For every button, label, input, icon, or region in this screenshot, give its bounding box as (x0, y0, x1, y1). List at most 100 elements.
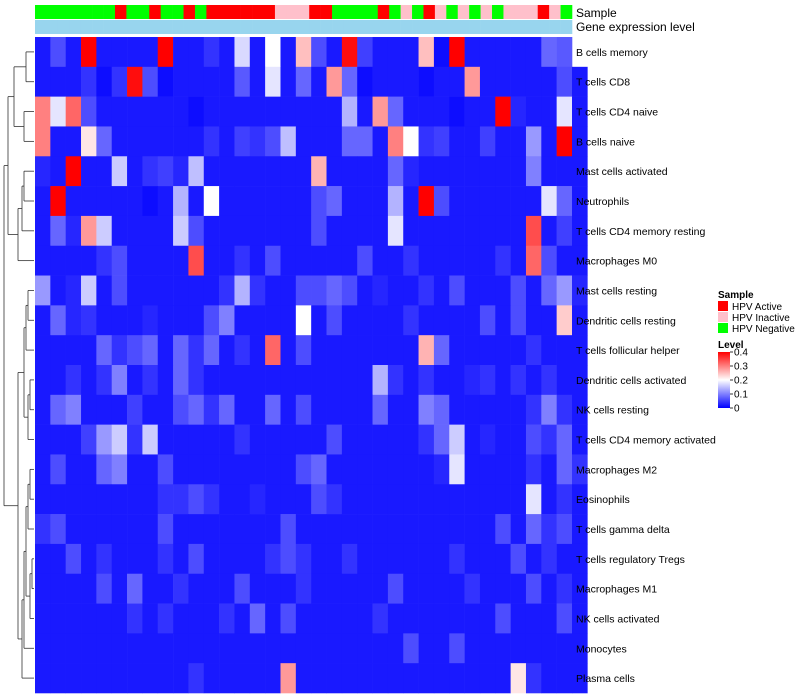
heatmap-cell (433, 663, 450, 694)
heatmap-cell (311, 305, 327, 336)
expression-annotation-cell (503, 20, 516, 34)
heatmap-cell (387, 245, 404, 276)
heatmap-cell (295, 424, 312, 455)
heatmap-cell (311, 454, 327, 485)
heatmap-cell (265, 573, 281, 604)
heatmap-cell (81, 245, 97, 276)
heatmap-cell (96, 37, 113, 68)
heatmap-cell (387, 543, 404, 575)
row-dendrogram (3, 51, 34, 679)
heatmap-cell (173, 633, 189, 664)
heatmap-cell (173, 484, 189, 515)
heatmap-cell (265, 394, 281, 425)
heatmap-cell (81, 96, 97, 127)
heatmap-cell (311, 37, 327, 68)
heatmap-cell (188, 186, 205, 217)
heatmap-cell (157, 573, 174, 604)
expression-annotation-cell (332, 20, 344, 34)
heatmap-cell (525, 305, 542, 336)
heatmap-cell (81, 543, 97, 575)
heatmap-cell (556, 365, 573, 396)
heatmap-cell (418, 633, 435, 664)
heatmap-cell (127, 126, 143, 157)
heatmap-cell (387, 335, 404, 366)
heatmap-cell (203, 275, 220, 306)
heatmap-cell (418, 126, 435, 157)
expression-annotation-cell (434, 20, 447, 34)
heatmap-cell (387, 603, 404, 634)
heatmap-cell (357, 126, 373, 157)
heatmap-cell (525, 365, 542, 396)
heatmap-cell (219, 454, 235, 485)
heatmap-cell (249, 424, 266, 455)
heatmap-cell (556, 335, 573, 366)
heatmap-cell (541, 96, 557, 127)
heatmap-cell (403, 454, 419, 485)
heatmap-cell (265, 186, 281, 217)
heatmap-cell (541, 335, 557, 366)
heatmap-cell (219, 484, 235, 515)
heatmap-cell (495, 245, 511, 276)
sample-annotation-cell (69, 5, 82, 19)
heatmap-cell (464, 126, 481, 157)
heatmap-cell (541, 245, 557, 276)
heatmap-cell (127, 335, 143, 366)
heatmap-cell (403, 215, 419, 247)
heatmap-cell (265, 633, 281, 664)
row-label: B cells memory (576, 47, 649, 59)
heatmap-cell (495, 275, 511, 306)
heatmap-cell (510, 335, 527, 366)
heatmap-cell (326, 37, 343, 68)
heatmap-cell (341, 215, 358, 247)
heatmap-cell (464, 573, 481, 604)
heatmap-cell (157, 394, 174, 425)
heatmap-cell (81, 186, 97, 217)
heatmap-cell (35, 633, 51, 664)
heatmap-cell (173, 335, 189, 366)
heatmap-cell (127, 156, 143, 187)
heatmap-cell (372, 215, 389, 247)
heatmap-cell (50, 66, 66, 97)
heatmap-cell (372, 245, 389, 276)
heatmap-cell (65, 603, 82, 634)
heatmap-cell (81, 365, 97, 396)
heatmap-cell (111, 633, 128, 664)
sample-annotation-cell (309, 5, 321, 19)
heatmap-cell (249, 633, 266, 664)
heatmap-cell (433, 37, 450, 68)
heatmap-cell (249, 365, 266, 396)
sample-annotation-cell (297, 5, 310, 19)
heatmap-cell (495, 215, 511, 247)
row-label: T cells CD8 (576, 77, 630, 89)
heatmap-cell (111, 215, 128, 247)
heatmap-cell (341, 573, 358, 604)
heatmap-cell (387, 305, 404, 336)
heatmap-cell (479, 245, 496, 276)
heatmap-cell (249, 484, 266, 515)
heatmap-cell (449, 663, 465, 694)
heatmap-cell (357, 633, 373, 664)
heatmap-cell (556, 543, 573, 575)
heatmap-cell (510, 394, 527, 425)
heatmap-cell (173, 454, 189, 485)
expression-annotation-cell (526, 20, 539, 34)
expression-annotation-cell (103, 20, 116, 34)
heatmap-cell (265, 424, 281, 455)
heatmap-cell (449, 186, 465, 217)
heatmap-cell (311, 215, 327, 247)
heatmap-cell (357, 514, 373, 545)
heatmap-cell (418, 275, 435, 306)
heatmap-cell (464, 96, 481, 127)
heatmap-cell (96, 663, 113, 694)
heatmap-cell (265, 156, 281, 187)
heatmap-cell (219, 514, 235, 545)
heatmap-cell (65, 394, 82, 425)
level-tick-label: 0.3 (734, 362, 748, 373)
heatmap-cell (173, 424, 189, 455)
heatmap-cell (249, 603, 266, 634)
heatmap-cell (234, 424, 251, 455)
heatmap-cell (311, 245, 327, 276)
heatmap-cell (464, 245, 481, 276)
heatmap-cell (81, 633, 97, 664)
heatmap-cell (111, 484, 128, 515)
